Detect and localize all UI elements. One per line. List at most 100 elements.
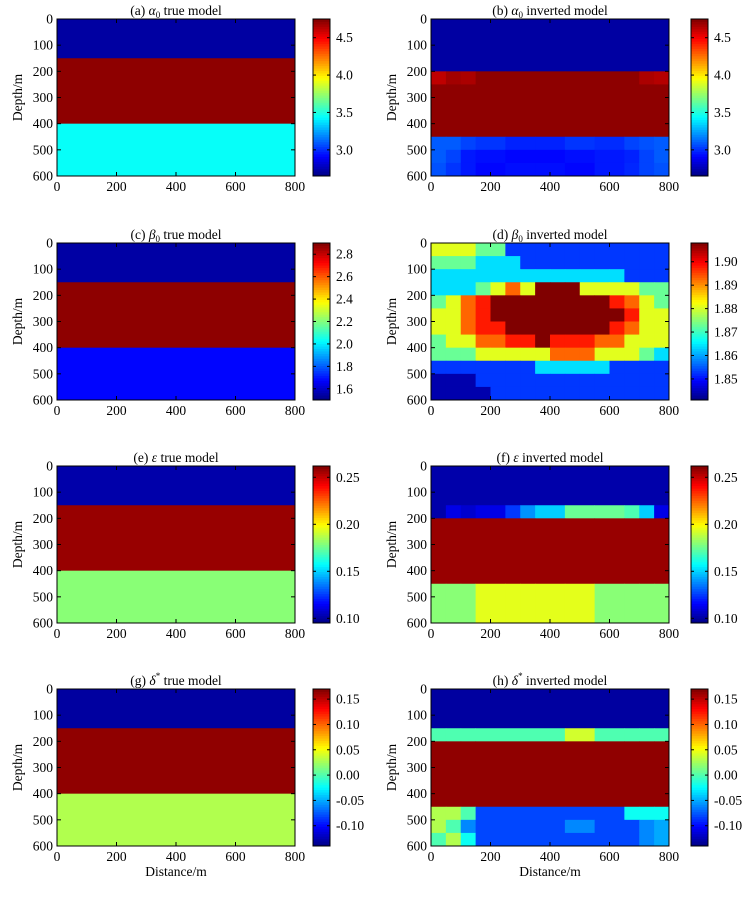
colorbar-segment bbox=[313, 117, 330, 121]
colorbar-segment bbox=[313, 701, 330, 705]
colorbar-segment bbox=[691, 333, 708, 337]
heatmap-cell bbox=[564, 819, 596, 834]
x-tick-label: 800 bbox=[285, 849, 306, 864]
y-tick-label: 600 bbox=[407, 839, 428, 854]
colorbar-segment bbox=[313, 490, 330, 494]
heatmap-cell bbox=[654, 243, 670, 257]
colorbar-segment bbox=[313, 382, 330, 386]
colorbar-segment bbox=[313, 804, 330, 808]
y-tick-label: 500 bbox=[33, 366, 54, 381]
y-tick-label: 100 bbox=[407, 708, 428, 723]
colorbar-segment bbox=[313, 573, 330, 577]
colorbar-segment bbox=[691, 569, 708, 572]
colorbar-segment bbox=[691, 301, 708, 305]
heatmap-cell bbox=[475, 360, 491, 375]
heatmap-cell bbox=[594, 832, 625, 847]
colorbar-segment bbox=[313, 466, 330, 469]
heatmap-cell bbox=[639, 373, 655, 388]
heatmap-cell bbox=[624, 282, 640, 296]
heatmap-cell bbox=[579, 295, 596, 309]
colorbar-segment bbox=[691, 279, 708, 283]
x-tick-label: 0 bbox=[428, 179, 435, 194]
colorbar-segment bbox=[313, 497, 330, 501]
heatmap-cell bbox=[639, 505, 655, 519]
colorbar-segment bbox=[691, 485, 708, 489]
heatmap-cell bbox=[445, 518, 462, 585]
heatmap-cell bbox=[460, 806, 477, 821]
heatmap-cell bbox=[550, 347, 566, 362]
colorbar-segment bbox=[313, 166, 330, 170]
heatmap-cell bbox=[57, 19, 296, 59]
y-tick-label: 0 bbox=[420, 236, 427, 251]
colorbar-segment bbox=[313, 534, 330, 538]
heatmap-cell bbox=[594, 71, 625, 85]
heatmap-cell bbox=[564, 84, 596, 138]
heatmap-cell bbox=[505, 58, 536, 72]
colorbar-segment bbox=[313, 581, 330, 585]
colorbar-segment bbox=[691, 104, 708, 108]
heatmap-cell bbox=[654, 518, 670, 585]
colorbar-segment bbox=[691, 696, 708, 700]
heatmap-cell bbox=[505, 373, 521, 388]
heatmap-cell bbox=[445, 243, 462, 257]
colorbar-segment bbox=[691, 282, 708, 286]
heatmap-cell bbox=[431, 295, 447, 309]
colorbar-segment bbox=[691, 539, 708, 543]
colorbar-segment bbox=[691, 745, 708, 749]
colorbar-segment bbox=[691, 711, 708, 715]
y-tick-label: 100 bbox=[33, 708, 54, 723]
colorbar-tick-label: 1.90 bbox=[714, 254, 738, 269]
colorbar-segment bbox=[691, 33, 708, 37]
colorbar-segment bbox=[691, 703, 708, 707]
colorbar-segment bbox=[313, 65, 330, 69]
colorbar-segment bbox=[691, 265, 708, 269]
x-tick-label: 600 bbox=[599, 403, 620, 418]
colorbar-segment bbox=[313, 390, 330, 394]
colorbar-segment bbox=[691, 296, 708, 300]
x-tick-label: 0 bbox=[54, 403, 61, 418]
heatmap-cell bbox=[445, 728, 462, 742]
heatmap-cell bbox=[445, 269, 462, 283]
heatmap-cell bbox=[431, 518, 447, 585]
colorbar-segment bbox=[313, 331, 330, 335]
y-axis-label: Depth/m bbox=[384, 73, 399, 121]
colorbar-segment bbox=[691, 782, 708, 786]
colorbar: 1.85 1.86 1.87 1.88 1.89 1.90 bbox=[690, 242, 738, 401]
heatmap-cell bbox=[460, 386, 477, 401]
heatmap-cell bbox=[475, 282, 491, 296]
colorbar-segment bbox=[313, 742, 330, 746]
heatmap-cell bbox=[535, 583, 566, 624]
colorbar-segment bbox=[313, 733, 330, 737]
heatmap-cell bbox=[579, 360, 596, 375]
colorbar-segment bbox=[691, 129, 708, 133]
heatmap-cell bbox=[639, 347, 655, 362]
heatmap-cell bbox=[535, 518, 566, 585]
heatmap-cell bbox=[475, 71, 506, 85]
colorbar-segment bbox=[313, 603, 330, 607]
colorbar-segment bbox=[691, 821, 708, 825]
heatmap-cell bbox=[520, 334, 536, 349]
heatmap-cell bbox=[520, 466, 536, 506]
heatmap-cell bbox=[535, 243, 551, 257]
colorbar-segment bbox=[313, 163, 330, 167]
colorbar-segment bbox=[313, 725, 330, 729]
colorbar-segment bbox=[691, 833, 708, 837]
colorbar-segment bbox=[691, 473, 708, 477]
colorbar-segment bbox=[691, 831, 708, 835]
colorbar-segment bbox=[313, 715, 330, 719]
heatmap-cell bbox=[460, 505, 477, 519]
heatmap-cell bbox=[57, 505, 296, 572]
x-tick-label: 400 bbox=[166, 849, 187, 864]
heatmap-cell bbox=[639, 832, 655, 847]
colorbar-segment bbox=[313, 365, 330, 369]
colorbar: 0.10 0.15 0.20 0.25 bbox=[690, 465, 738, 626]
colorbar-segment bbox=[313, 750, 330, 754]
colorbar-segment bbox=[313, 718, 330, 722]
heatmap-cell bbox=[505, 321, 521, 335]
heatmap-cell bbox=[475, 819, 566, 834]
panel-title: (g) δ* true model bbox=[130, 671, 222, 688]
x-tick-label: 400 bbox=[540, 179, 561, 194]
